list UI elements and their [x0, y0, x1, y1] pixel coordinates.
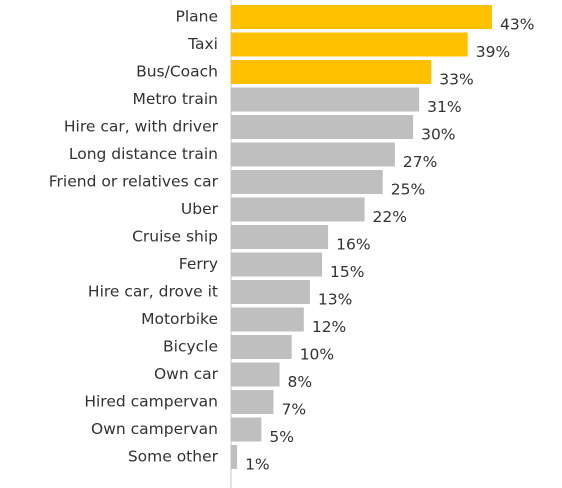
category-label: Hired campervan: [84, 393, 218, 411]
value-label: 1%: [245, 456, 270, 474]
bar: [231, 280, 310, 304]
value-label: 7%: [281, 401, 306, 419]
category-label: Plane: [175, 8, 218, 26]
category-label: Motorbike: [141, 310, 218, 328]
category-label: Hire car, drove it: [88, 283, 218, 301]
value-label: 15%: [330, 263, 364, 281]
bar: [231, 390, 274, 414]
category-label: Uber: [181, 200, 219, 218]
bar: [231, 362, 280, 387]
category-label: Ferry: [179, 255, 218, 273]
category-label: Metro train: [132, 90, 218, 108]
value-label: 33%: [439, 71, 473, 89]
value-label: 5%: [269, 428, 294, 446]
category-label: Bicycle: [163, 338, 218, 356]
value-label: 8%: [288, 373, 313, 391]
category-label: Friend or relatives car: [49, 173, 219, 191]
value-label: 43%: [500, 16, 534, 34]
value-label: 13%: [318, 291, 352, 309]
bar: [231, 60, 432, 84]
bar: [231, 115, 414, 139]
category-label: Cruise ship: [132, 228, 218, 246]
category-label: Long distance train: [69, 145, 218, 163]
category-label: Own car: [154, 365, 219, 383]
category-label: Hire car, with driver: [64, 118, 219, 136]
bar: [231, 335, 292, 359]
value-label: 12%: [312, 318, 346, 336]
value-label: 10%: [300, 346, 334, 364]
category-label: Bus/Coach: [136, 63, 218, 81]
bar: [231, 170, 383, 194]
bar: [231, 307, 304, 332]
bar: [231, 445, 238, 469]
bar: [231, 225, 329, 249]
value-label: 22%: [373, 208, 407, 226]
category-label: Own campervan: [91, 420, 218, 438]
bar: [231, 252, 323, 277]
category-label: Some other: [128, 448, 219, 466]
value-label: 25%: [391, 181, 425, 199]
bar: [231, 32, 468, 57]
bar: [231, 197, 365, 222]
value-label: 39%: [476, 43, 510, 61]
value-label: 30%: [421, 126, 455, 144]
value-label: 31%: [427, 98, 461, 116]
value-label: 16%: [336, 236, 370, 254]
bar: [231, 5, 492, 29]
bar: [231, 87, 420, 112]
value-label: 27%: [403, 153, 437, 171]
bar: [231, 417, 262, 442]
bar: [231, 142, 395, 167]
category-label: Taxi: [187, 35, 218, 53]
